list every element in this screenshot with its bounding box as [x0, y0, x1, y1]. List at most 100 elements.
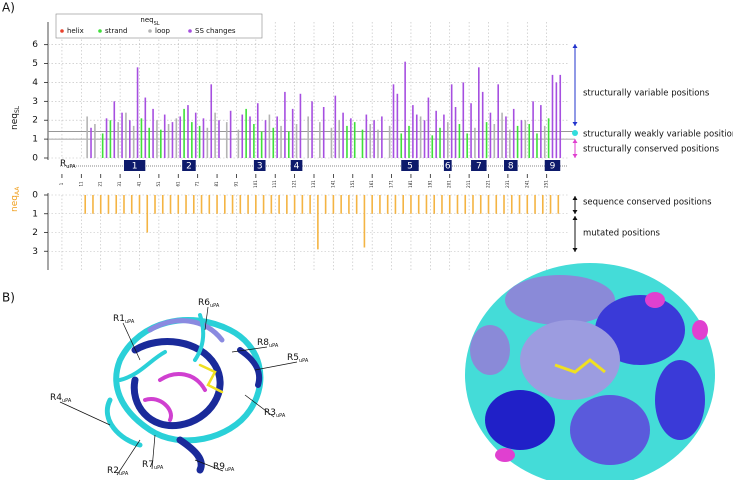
- x-tick-label: 221: [486, 180, 491, 188]
- bar: [423, 120, 426, 158]
- bar: [470, 103, 472, 158]
- bar: [191, 122, 193, 158]
- y-tick-label: 1: [32, 135, 38, 145]
- structure-label: R5uPA: [287, 353, 309, 364]
- bar: [532, 101, 534, 158]
- bar: [503, 195, 505, 214]
- annotation: sequence conserved positions: [583, 198, 712, 208]
- bar: [206, 127, 209, 158]
- bar: [278, 195, 280, 214]
- bar: [125, 112, 127, 158]
- bar: [249, 116, 251, 158]
- label-leader: [151, 434, 156, 470]
- bar: [412, 105, 414, 158]
- bar: [187, 105, 189, 158]
- bar: [299, 93, 302, 158]
- bar: [396, 93, 399, 158]
- bar: [448, 195, 451, 214]
- bar: [121, 112, 123, 158]
- bar: [433, 195, 436, 214]
- segment: [401, 160, 419, 171]
- arrow-head: [572, 196, 578, 214]
- segment: [253, 160, 266, 171]
- bar: [115, 195, 118, 214]
- bar: [456, 195, 459, 214]
- bar: [146, 195, 149, 233]
- x-tick-label: 251: [544, 180, 549, 188]
- bar: [210, 84, 213, 158]
- x-tick-label: 131: [311, 180, 316, 188]
- segment-label: 4: [294, 162, 300, 172]
- annotation: structurally conserved positions: [583, 145, 720, 155]
- bar: [136, 67, 139, 158]
- x-tick-label: 31: [117, 181, 122, 187]
- bar: [90, 127, 92, 158]
- x-tick-label: 241: [524, 180, 529, 188]
- bar: [208, 195, 211, 214]
- bar: [493, 124, 496, 158]
- y-axis-label: neqAA: [10, 186, 22, 212]
- bar: [534, 195, 536, 214]
- bar: [479, 195, 482, 214]
- bar: [410, 195, 412, 214]
- legend-title: neqSL: [140, 16, 159, 27]
- bar: [392, 84, 395, 158]
- segment-label: 2: [186, 162, 192, 172]
- x-tick-label: 171: [389, 180, 394, 188]
- bar: [192, 195, 195, 214]
- bar: [123, 195, 125, 214]
- structure-label: R2uPA: [107, 466, 129, 477]
- bar: [478, 67, 480, 158]
- bar: [505, 116, 507, 158]
- x-tick-label: 101: [253, 180, 258, 188]
- bar: [185, 195, 187, 214]
- y-tick-label: 0: [32, 191, 38, 201]
- bar: [419, 116, 422, 158]
- bar: [293, 195, 296, 214]
- bar: [541, 195, 544, 214]
- y-tick-label: 0: [32, 154, 38, 164]
- structure-label-sub: uPA: [225, 467, 235, 473]
- bar: [237, 129, 240, 158]
- bar: [113, 101, 116, 158]
- bar: [528, 124, 531, 158]
- bar: [540, 105, 542, 158]
- y-axis-label-sub: SL: [14, 105, 21, 113]
- bar: [373, 120, 375, 158]
- bar: [516, 125, 519, 158]
- bar: [324, 195, 327, 214]
- bar: [140, 118, 143, 158]
- label-leader: [254, 361, 298, 371]
- bar: [365, 114, 368, 158]
- bar: [536, 133, 538, 158]
- bar: [256, 103, 259, 158]
- y-axis-label-main: neq: [10, 195, 20, 212]
- bar: [346, 125, 348, 158]
- bar: [489, 112, 492, 158]
- bar: [348, 195, 350, 214]
- x-tick-label: 81: [214, 181, 219, 187]
- bar: [371, 195, 373, 214]
- bar: [458, 124, 461, 158]
- bar: [510, 195, 513, 214]
- bar: [472, 195, 474, 214]
- bar: [361, 129, 364, 158]
- bar: [202, 118, 205, 158]
- bar: [377, 129, 379, 158]
- x-tick-label: 231: [505, 180, 510, 188]
- label-leader: [231, 346, 268, 353]
- bar: [439, 127, 441, 158]
- bar: [198, 125, 201, 158]
- bar: [160, 129, 162, 158]
- bar: [231, 195, 234, 214]
- bar: [171, 122, 174, 158]
- structure-label-sub: uPA: [269, 343, 279, 349]
- segment: [544, 160, 561, 171]
- bar: [154, 195, 156, 214]
- bar: [163, 114, 166, 158]
- structure-label-main: R5: [287, 353, 299, 363]
- bar: [509, 129, 511, 158]
- x-tick-label: 191: [427, 180, 432, 188]
- y-tick-label: 3: [32, 247, 38, 257]
